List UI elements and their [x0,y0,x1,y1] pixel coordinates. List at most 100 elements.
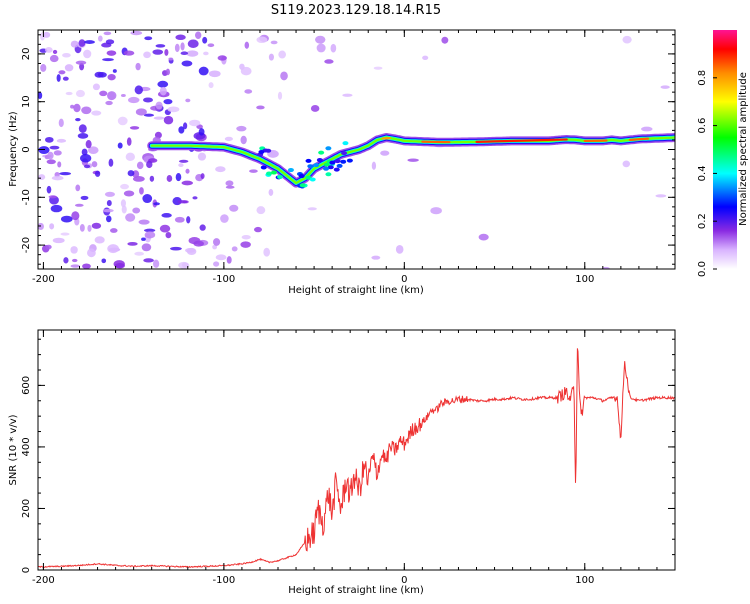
top-y-tick-label: 10 [21,95,32,108]
spectrogram-noise-blob [240,241,250,248]
spectrogram-ridge-peak [422,142,449,143]
spectrogram-ridge-blob [342,141,348,145]
spectrogram-noise-blob [229,205,238,212]
spectrogram-noise-blob [186,50,198,56]
spectrogram-noise-blob [62,53,71,58]
spectrogram-noise-blob [308,207,317,210]
spectrogram-noise-blob [110,228,118,233]
spectrogram-noise-blob [187,248,197,255]
spectrogram-noise-blob [269,189,274,196]
spectrogram-noise-blob [93,84,100,91]
bottom-x-tick-label: 100 [575,575,594,586]
spectrogram-noise-blob [49,223,54,229]
spectrogram-noise-blob [86,140,92,148]
spectrogram-noise-blob [80,154,91,163]
top-y-tick-label: -20 [21,237,32,253]
spectrogram-noise-blob [50,146,60,150]
spectrogram-noise-blob [157,81,168,88]
spectrogram-noise-blob [189,120,200,127]
bottom-y-tick-label: 600 [21,376,32,395]
spectrogram-ridge-blob [340,160,346,164]
spectrogram-noise-blob [76,90,85,97]
spectrogram-noise-blob [215,166,225,172]
spectrogram-noise-blob [175,44,180,52]
spectrogram-noise-blob [95,236,105,243]
spectrogram-noise-blob [160,87,167,96]
spectrogram-noise-blob [52,176,64,181]
top-y-tick-label: -10 [21,189,32,205]
spectrogram-noise-blob [183,122,187,129]
spectrogram-noise-blob [166,69,170,76]
spectrogram-ridge-blob [335,159,341,163]
spectrogram-noise-blob [103,209,114,213]
spectrogram-ridge-blob [329,161,335,165]
spectrogram-noise-blob [105,192,115,197]
spectrogram-ridge-blob [258,150,264,154]
spectrogram-noise-blob [324,59,333,64]
spectrogram-noise-blob [109,159,114,167]
spectrogram-noise-blob [209,70,221,77]
spectrogram-noise-blob [280,71,288,80]
spectrogram-noise-blob [120,184,129,189]
spectrogram-noise-blob [141,238,146,241]
spectrogram-noise-blob [271,41,278,45]
spectrogram-noise-blob [71,264,80,267]
spectrogram-noise-blob [76,61,87,65]
spectrogram-ridge-blob [271,171,277,175]
spectrogram-noise-blob [135,63,140,70]
spectrogram-noise-blob [87,248,96,257]
spectrogram-noise-blob [136,108,147,115]
spectrogram-noise-blob [263,248,270,257]
spectrogram-noise-blob [143,258,154,262]
top-x-tick-label: 0 [401,274,407,285]
spectrogram-ridge-blob [323,167,329,171]
spectrogram-noise-blob [71,211,79,220]
spectrogram-noise-blob [256,106,265,110]
spectrogram-noise-blob [422,56,428,60]
spectrogram-noise-blob [54,150,62,155]
spectrogram-noise-blob [137,162,144,169]
spectrogram-noise-blob [164,49,168,56]
spectrogram-noise-blob [622,36,631,44]
spectrogram-noise-blob [130,31,142,35]
spectrogram-noise-blob [269,54,274,61]
spectrogram-noise-blob [127,242,137,246]
spectrogram-noise-blob [59,172,71,175]
spectrogram-noise-blob [49,195,57,198]
spectrogram-noise-blob [342,94,352,97]
spectrogram-noise-blob [78,133,89,139]
spectrogram-noise-blob [75,184,80,191]
spectrogram-noise-blob [128,170,135,176]
spectrogram-noise-blob [168,106,180,112]
spectrogram-noise-blob [202,37,207,44]
spectrogram-noise-blob [192,196,197,199]
spectrogram-noise-blob [225,137,233,141]
spectrogram-ridge-blob [300,183,306,187]
spectrogram-noise-blob [73,104,80,112]
spectrogram-noise-blob [79,124,87,133]
spectrogram-noise-blob [185,169,189,174]
spectrogram-noise-blob [146,161,152,168]
colorbar-tick-label: 0.6 [697,118,708,134]
spectrogram-noise-blob [198,153,206,161]
spectrogram-noise-blob [95,171,100,177]
spectrogram-noise-blob [166,232,172,238]
top-x-axis-label: Height of straight line (km) [288,285,424,296]
spectrogram-noise-blob [63,257,68,263]
spectrogram-noise-blob [315,36,325,44]
spectrogram-noise-blob [371,256,380,260]
spectrogram-noise-blob [58,70,65,74]
spectrogram-noise-blob [154,116,165,119]
spectrogram-noise-blob [176,173,182,181]
spectrogram-noise-blob [226,186,235,189]
top-y-tick-label: 20 [21,48,32,61]
spectrogram-ridge-blob [341,151,347,155]
spectrogram-noise-blob [479,234,489,241]
spectrogram-noise-blob [107,244,119,253]
spectrogram-noise-blob [95,72,104,78]
spectrogram-noise-blob [107,91,116,100]
spectrogram-noise-blob [181,51,188,55]
